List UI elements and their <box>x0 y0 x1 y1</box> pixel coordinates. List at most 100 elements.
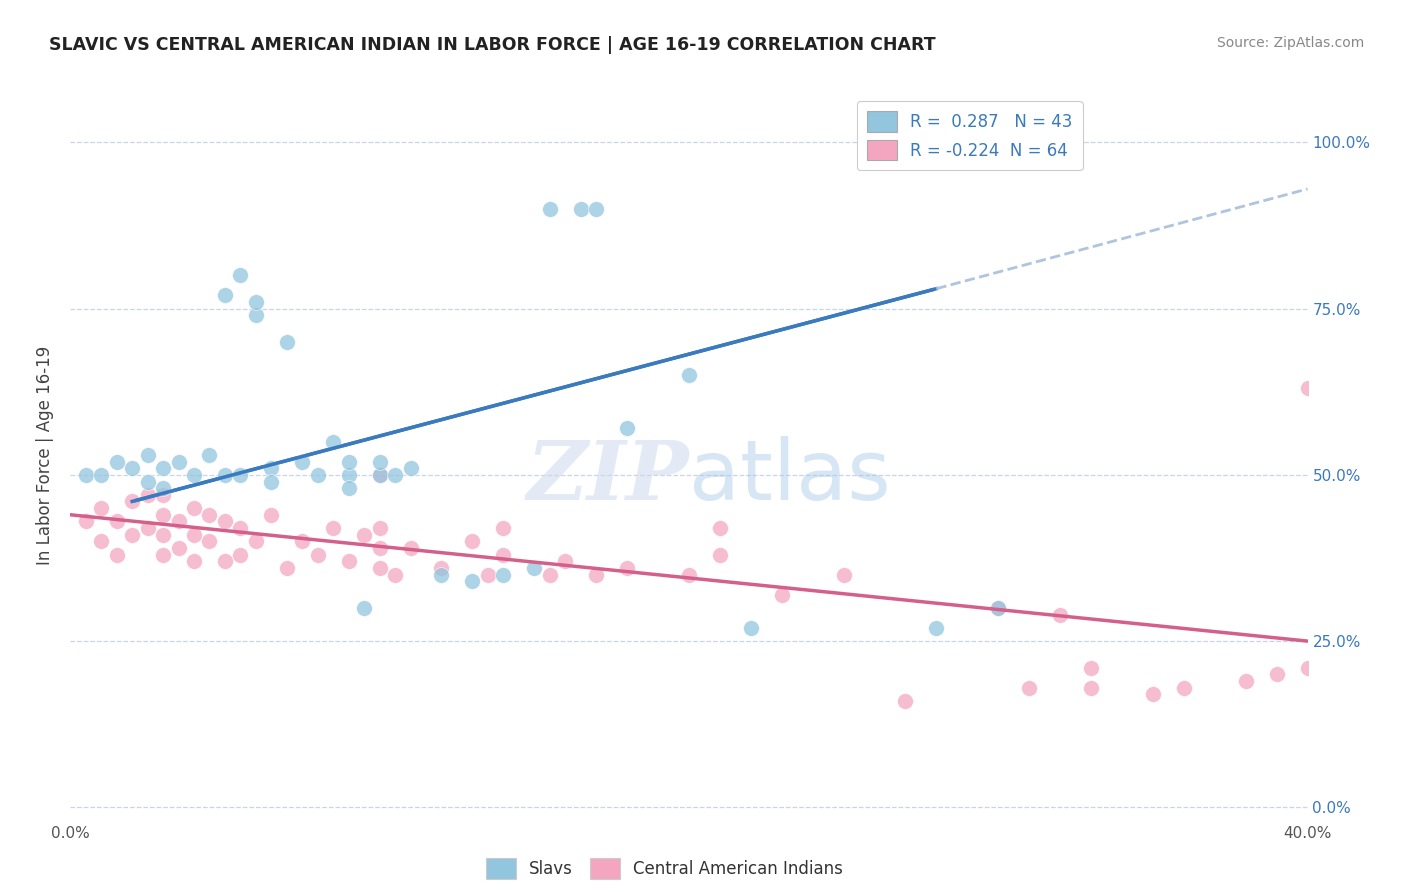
Point <box>1080 681 1102 695</box>
Point <box>75 467 97 482</box>
Point <box>368 467 391 482</box>
Point <box>678 567 700 582</box>
Point <box>353 600 375 615</box>
Point <box>152 481 174 495</box>
Point <box>430 567 453 582</box>
Point <box>461 534 484 549</box>
Point <box>307 548 329 562</box>
Point <box>260 508 283 522</box>
Point <box>1142 687 1164 701</box>
Point <box>925 621 948 635</box>
Point <box>105 454 128 468</box>
Legend: Slavs, Central American Indians: Slavs, Central American Indians <box>479 852 849 886</box>
Point <box>183 554 205 568</box>
Point <box>90 534 112 549</box>
Point <box>276 334 298 349</box>
Point <box>492 567 515 582</box>
Point <box>569 202 592 216</box>
Point <box>229 548 252 562</box>
Point <box>523 561 546 575</box>
Point <box>337 554 360 568</box>
Point <box>260 475 283 489</box>
Point <box>214 515 236 529</box>
Point <box>136 521 159 535</box>
Point <box>90 467 112 482</box>
Point <box>1265 667 1288 681</box>
Point <box>152 488 174 502</box>
Point <box>152 461 174 475</box>
Point <box>136 475 159 489</box>
Point <box>214 288 236 302</box>
Point <box>183 501 205 516</box>
Point <box>245 534 267 549</box>
Point <box>384 467 406 482</box>
Point <box>1173 681 1195 695</box>
Point <box>1080 661 1102 675</box>
Point <box>585 202 607 216</box>
Point <box>229 521 252 535</box>
Point <box>1049 607 1071 622</box>
Text: Source: ZipAtlas.com: Source: ZipAtlas.com <box>1216 36 1364 50</box>
Point <box>492 521 515 535</box>
Point <box>368 541 391 555</box>
Point <box>832 567 855 582</box>
Point <box>678 368 700 383</box>
Point <box>368 521 391 535</box>
Point <box>183 467 205 482</box>
Point <box>337 481 360 495</box>
Point <box>616 421 638 435</box>
Point <box>585 567 607 582</box>
Point <box>322 521 344 535</box>
Point <box>214 467 236 482</box>
Point <box>291 534 314 549</box>
Y-axis label: In Labor Force | Age 16-19: In Labor Force | Age 16-19 <box>37 345 55 565</box>
Point <box>229 467 252 482</box>
Point <box>616 561 638 575</box>
Text: atlas: atlas <box>689 436 890 517</box>
Point <box>105 515 128 529</box>
Point <box>538 567 561 582</box>
Point <box>709 548 731 562</box>
Point <box>152 508 174 522</box>
Point <box>770 588 793 602</box>
Point <box>538 202 561 216</box>
Point <box>291 454 314 468</box>
Point <box>167 454 190 468</box>
Point <box>894 694 917 708</box>
Point <box>136 448 159 462</box>
Point <box>260 461 283 475</box>
Point <box>337 467 360 482</box>
Point <box>90 501 112 516</box>
Point <box>198 448 221 462</box>
Point <box>136 488 159 502</box>
Point <box>399 461 422 475</box>
Point <box>322 434 344 449</box>
Point <box>1018 681 1040 695</box>
Point <box>183 527 205 541</box>
Point <box>987 600 1010 615</box>
Point <box>554 554 576 568</box>
Point <box>245 308 267 322</box>
Point <box>430 561 453 575</box>
Point <box>167 541 190 555</box>
Point <box>75 515 97 529</box>
Point <box>152 548 174 562</box>
Point <box>399 541 422 555</box>
Point <box>461 574 484 589</box>
Point <box>167 515 190 529</box>
Point <box>740 621 762 635</box>
Point <box>384 567 406 582</box>
Point <box>987 600 1010 615</box>
Point <box>492 548 515 562</box>
Point <box>1296 381 1319 395</box>
Point <box>477 567 499 582</box>
Point <box>121 494 143 508</box>
Point <box>1234 673 1257 688</box>
Point <box>229 268 252 283</box>
Point <box>198 508 221 522</box>
Point <box>105 548 128 562</box>
Point <box>368 454 391 468</box>
Point <box>121 461 143 475</box>
Point <box>245 295 267 310</box>
Point <box>214 554 236 568</box>
